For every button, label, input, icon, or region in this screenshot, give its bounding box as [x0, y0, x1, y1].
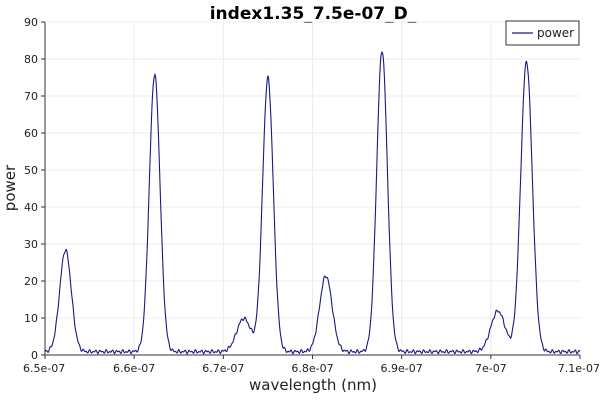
grid — [45, 21, 580, 355]
series-layer — [44, 51, 581, 355]
x-tick-label: 7e-07 — [475, 362, 507, 375]
x-tick-label: 6.7e-07 — [202, 362, 244, 375]
axes — [41, 21, 581, 359]
x-tick-label: 7.1e-07 — [558, 362, 600, 375]
y-tick-label: 80 — [24, 53, 38, 66]
legend: power — [505, 20, 580, 46]
series-line-power — [44, 51, 581, 355]
legend-label-power: power — [537, 26, 574, 40]
y-tick-label: 60 — [24, 127, 38, 140]
tick-labels: 0 10 20 30 40 50 60 70 80 90 6.5e-07 6.6e-07 6.7e-07… — [23, 16, 600, 375]
x-tick-label: 6.5e-07 — [23, 362, 65, 375]
y-tick-label: 90 — [24, 16, 38, 29]
y-tick-label: 10 — [24, 312, 38, 325]
x-axis-label: wavelength (nm) — [249, 376, 377, 394]
chart-title: index1.35_7.5e-07_D_ — [210, 4, 417, 24]
y-tick-label: 20 — [24, 275, 38, 288]
y-tick-label: 0 — [31, 349, 38, 362]
x-tick-label: 6.8e-07 — [291, 362, 333, 375]
y-tick-label: 50 — [24, 164, 38, 177]
y-tick-label: 70 — [24, 90, 38, 103]
x-tick-label: 6.6e-07 — [113, 362, 155, 375]
y-axis-label: power — [1, 164, 19, 211]
x-tick-label: 6.9e-07 — [381, 362, 423, 375]
y-tick-label: 40 — [24, 201, 38, 214]
y-tick-label: 30 — [24, 238, 38, 251]
